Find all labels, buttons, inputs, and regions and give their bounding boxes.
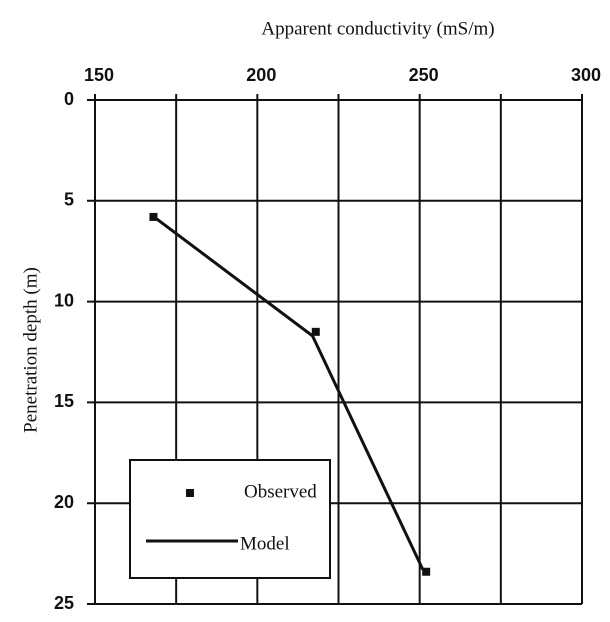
y-axis-label: Penetration depth (m) xyxy=(20,267,41,433)
legend-marker xyxy=(186,489,194,497)
x-tick-label: 250 xyxy=(409,65,439,85)
point xyxy=(311,327,320,336)
x-tick-label: 200 xyxy=(246,65,276,85)
legend: Observed Model xyxy=(129,459,331,579)
legend-label: Observed xyxy=(244,481,317,502)
point xyxy=(422,567,431,576)
y-tick-label: 0 xyxy=(64,89,74,109)
x-tick-label: 150 xyxy=(84,65,114,85)
legend-box xyxy=(129,459,331,579)
x-tick-label: 300 xyxy=(571,65,601,85)
legend-label: Model xyxy=(240,533,290,554)
y-tick-label: 15 xyxy=(54,391,74,411)
chart-title: Apparent conductivity (mS/m) xyxy=(261,18,494,39)
point xyxy=(149,212,158,221)
y-tick-label: 25 xyxy=(54,593,74,613)
y-tick-label: 10 xyxy=(54,290,74,310)
line xyxy=(155,217,425,571)
y-tick-label: 5 xyxy=(64,190,74,210)
y-tick-label: 20 xyxy=(54,492,74,512)
